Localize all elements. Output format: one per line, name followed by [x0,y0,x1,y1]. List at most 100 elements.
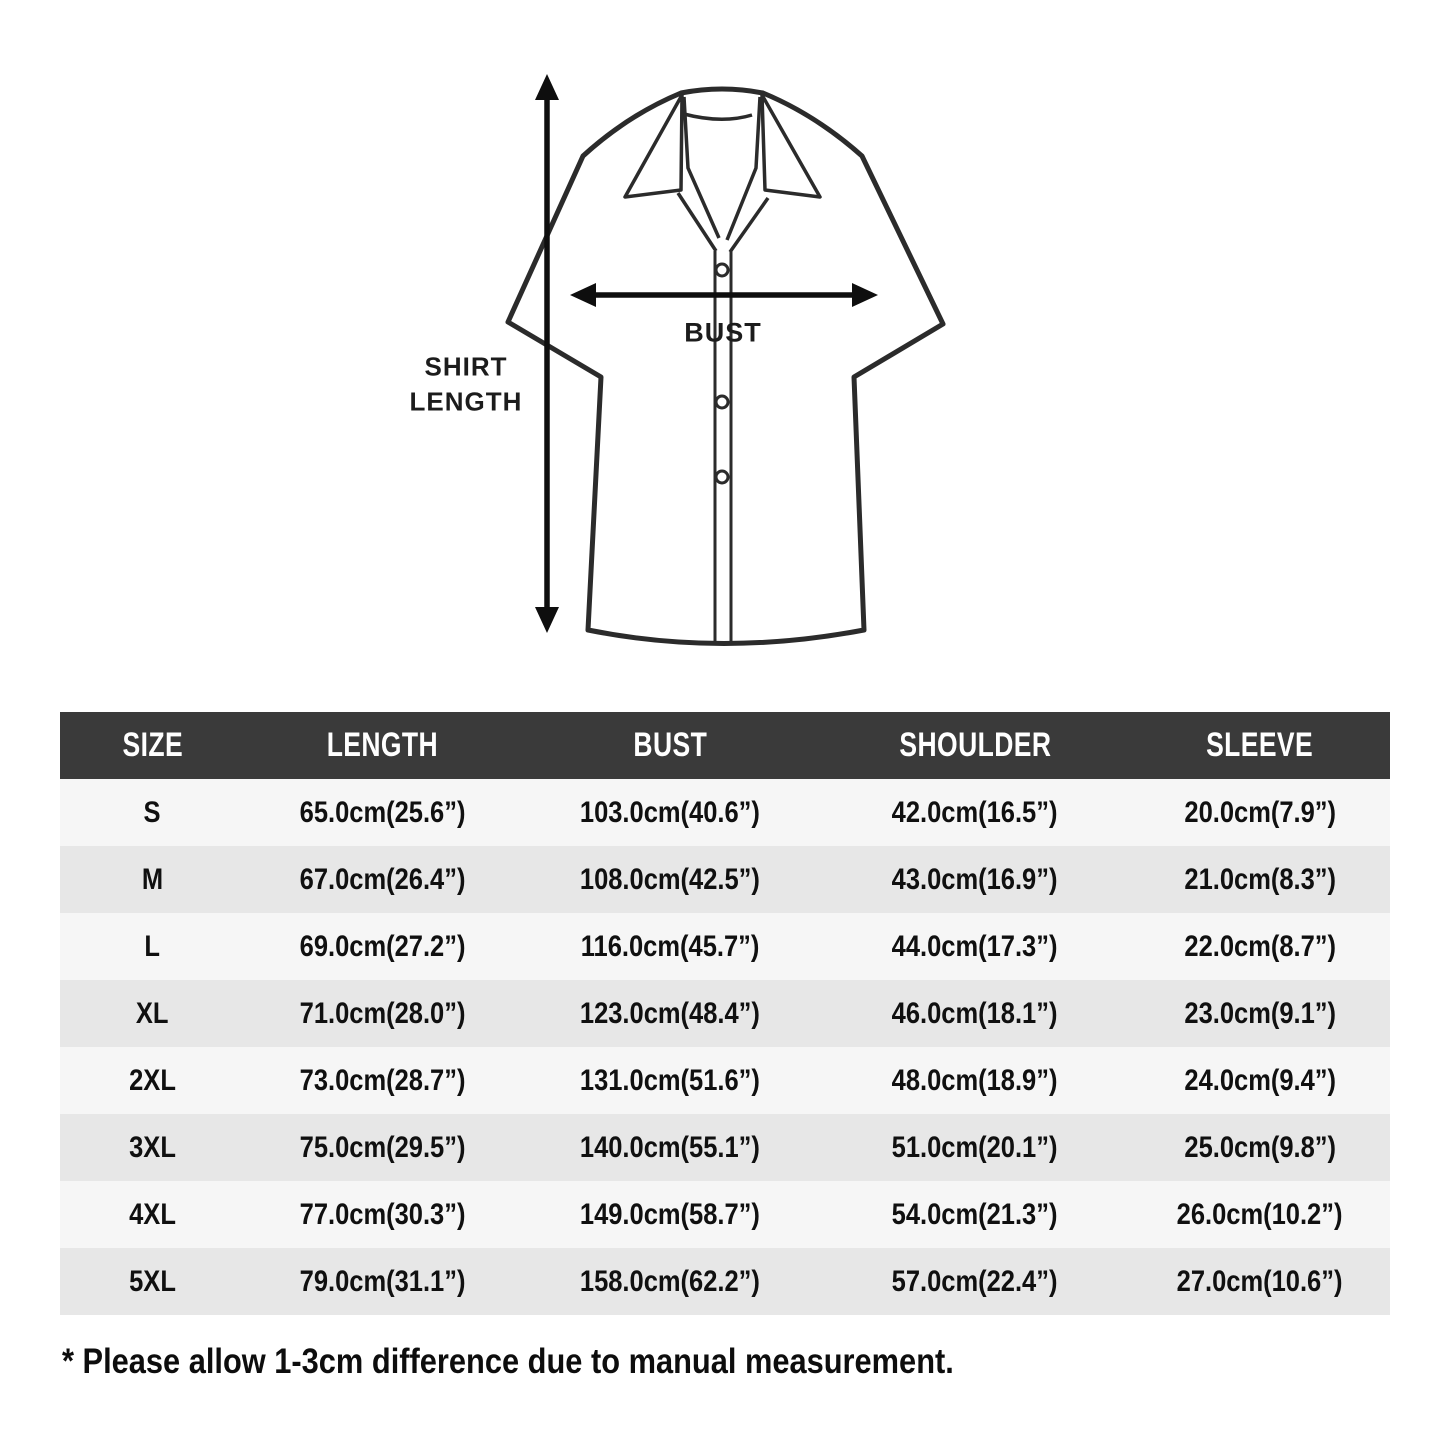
sleeve-cell: 21.0cm(8.3”) [1130,863,1390,897]
sleeve-value: 27.0cm(10.6”) [1177,1264,1343,1298]
table-row: XL 71.0cm(28.0”) 123.0cm(48.4”) 46.0cm(1… [60,980,1390,1047]
column-header-label: BUST [633,726,707,764]
shoulder-value: 57.0cm(22.4”) [892,1264,1058,1298]
size-value: 5XL [129,1264,176,1298]
table-row: 4XL 77.0cm(30.3”) 149.0cm(58.7”) 54.0cm(… [60,1181,1390,1248]
size-value: M [141,862,164,896]
shoulder-value: 44.0cm(17.3”) [892,929,1058,963]
length-value: 73.0cm(28.7”) [299,1063,466,1097]
bust-arrow [570,283,878,307]
measurement-note: * Please allow 1-3cm difference due to m… [62,1342,1392,1382]
table-row: 5XL 79.0cm(31.1”) 158.0cm(62.2”) 57.0cm(… [60,1248,1390,1315]
bust-cell: 123.0cm(48.4”) [520,997,820,1031]
column-header-length: LENGTH [245,726,520,765]
shoulder-cell: 44.0cm(17.3”) [820,930,1130,964]
length-value: 67.0cm(26.4”) [299,862,466,896]
sleeve-value: 24.0cm(9.4”) [1184,1063,1336,1097]
shirt-length-label-line2: LENGTH [409,386,523,417]
collar-leaf-right [760,93,822,199]
length-cell: 67.0cm(26.4”) [245,863,520,897]
table-row: 3XL 75.0cm(29.5”) 140.0cm(55.1”) 51.0cm(… [60,1114,1390,1181]
size-cell: 3XL [60,1131,245,1165]
size-cell: L [60,930,245,964]
length-cell: 71.0cm(28.0”) [245,997,520,1031]
length-cell: 77.0cm(30.3”) [245,1198,520,1232]
sleeve-value: 23.0cm(9.1”) [1184,996,1336,1030]
shoulder-value: 54.0cm(21.3”) [892,1197,1058,1231]
shoulder-value: 42.0cm(16.5”) [892,795,1058,829]
bust-value: 140.0cm(55.1”) [579,1130,761,1164]
collar-leaf-left [623,93,684,199]
bust-cell: 149.0cm(58.7”) [520,1198,820,1232]
size-value: S [143,795,161,829]
size-value: 4XL [129,1197,176,1231]
sleeve-value: 21.0cm(8.3”) [1184,862,1336,896]
column-header-shoulder: SHOULDER [820,726,1130,765]
size-cell: 5XL [60,1265,245,1299]
column-header-sleeve: SLEEVE [1130,726,1390,765]
size-table: SIZE LENGTH BUST SHOULDER SLEEVE S 65.0c… [60,712,1390,1315]
shirt-diagram [505,74,946,646]
bust-cell: 140.0cm(55.1”) [520,1131,820,1165]
size-cell: XL [60,997,245,1031]
length-cell: 73.0cm(28.7”) [245,1064,520,1098]
button-icon [714,469,730,485]
bust-value: 158.0cm(62.2”) [579,1264,761,1298]
sleeve-value: 25.0cm(9.8”) [1184,1130,1336,1164]
table-row: 2XL 73.0cm(28.7”) 131.0cm(51.6”) 48.0cm(… [60,1047,1390,1114]
neck-opening-left [682,96,721,239]
sleeve-cell: 20.0cm(7.9”) [1130,796,1390,830]
sleeve-cell: 25.0cm(9.8”) [1130,1131,1390,1165]
length-value: 75.0cm(29.5”) [299,1130,466,1164]
bust-value: 116.0cm(45.7”) [580,929,760,963]
bust-label: BUST [684,317,762,348]
table-row: L 69.0cm(27.2”) 116.0cm(45.7”) 44.0cm(17… [60,913,1390,980]
length-cell: 79.0cm(31.1”) [245,1265,520,1299]
column-header-bust: BUST [520,726,820,765]
bust-cell: 103.0cm(40.6”) [520,796,820,830]
shirt-length-arrow [535,74,559,633]
size-cell: S [60,796,245,830]
collar-inner-line [683,112,753,121]
shoulder-cell: 57.0cm(22.4”) [820,1265,1130,1299]
length-cell: 75.0cm(29.5”) [245,1131,520,1165]
sleeve-value: 20.0cm(7.9”) [1184,795,1336,829]
shoulder-cell: 42.0cm(16.5”) [820,796,1130,830]
length-value: 77.0cm(30.3”) [299,1197,466,1231]
bust-cell: 108.0cm(42.5”) [520,863,820,897]
bust-cell: 116.0cm(45.7”) [520,930,820,964]
bust-cell: 158.0cm(62.2”) [520,1265,820,1299]
shoulder-cell: 46.0cm(18.1”) [820,997,1130,1031]
shoulder-cell: 51.0cm(20.1”) [820,1131,1130,1165]
neck-opening-right [725,96,762,241]
button-icon [714,262,730,278]
column-header-label: SLEEVE [1206,726,1314,764]
length-value: 69.0cm(27.2”) [299,929,466,963]
size-value: L [144,929,161,963]
bust-cell: 131.0cm(51.6”) [520,1064,820,1098]
measurement-note-text: * Please allow 1-3cm difference due to m… [62,1342,954,1381]
length-cell: 69.0cm(27.2”) [245,930,520,964]
bust-value: 149.0cm(58.7”) [579,1197,761,1231]
lapel-line-left [676,192,718,252]
size-cell: M [60,863,245,897]
lapel-line-right [728,196,770,254]
column-header-size: SIZE [60,726,245,765]
shoulder-value: 43.0cm(16.9”) [892,862,1058,896]
table-row: S 65.0cm(25.6”) 103.0cm(40.6”) 42.0cm(16… [60,779,1390,846]
column-header-label: SHOULDER [899,726,1051,764]
shirt-outline [505,86,946,646]
table-row: M 67.0cm(26.4”) 108.0cm(42.5”) 43.0cm(16… [60,846,1390,913]
size-value: XL [136,996,169,1030]
length-cell: 65.0cm(25.6”) [245,796,520,830]
sleeve-value: 22.0cm(8.7”) [1184,929,1336,963]
length-value: 65.0cm(25.6”) [299,795,466,829]
sleeve-value: 26.0cm(10.2”) [1177,1197,1343,1231]
bust-value: 108.0cm(42.5”) [579,862,761,896]
sleeve-cell: 26.0cm(10.2”) [1130,1198,1390,1232]
column-header-label: SIZE [122,726,183,764]
sleeve-cell: 23.0cm(9.1”) [1130,997,1390,1031]
column-header-label: LENGTH [326,726,439,764]
shirt-length-label-line1: SHIRT [424,351,508,382]
